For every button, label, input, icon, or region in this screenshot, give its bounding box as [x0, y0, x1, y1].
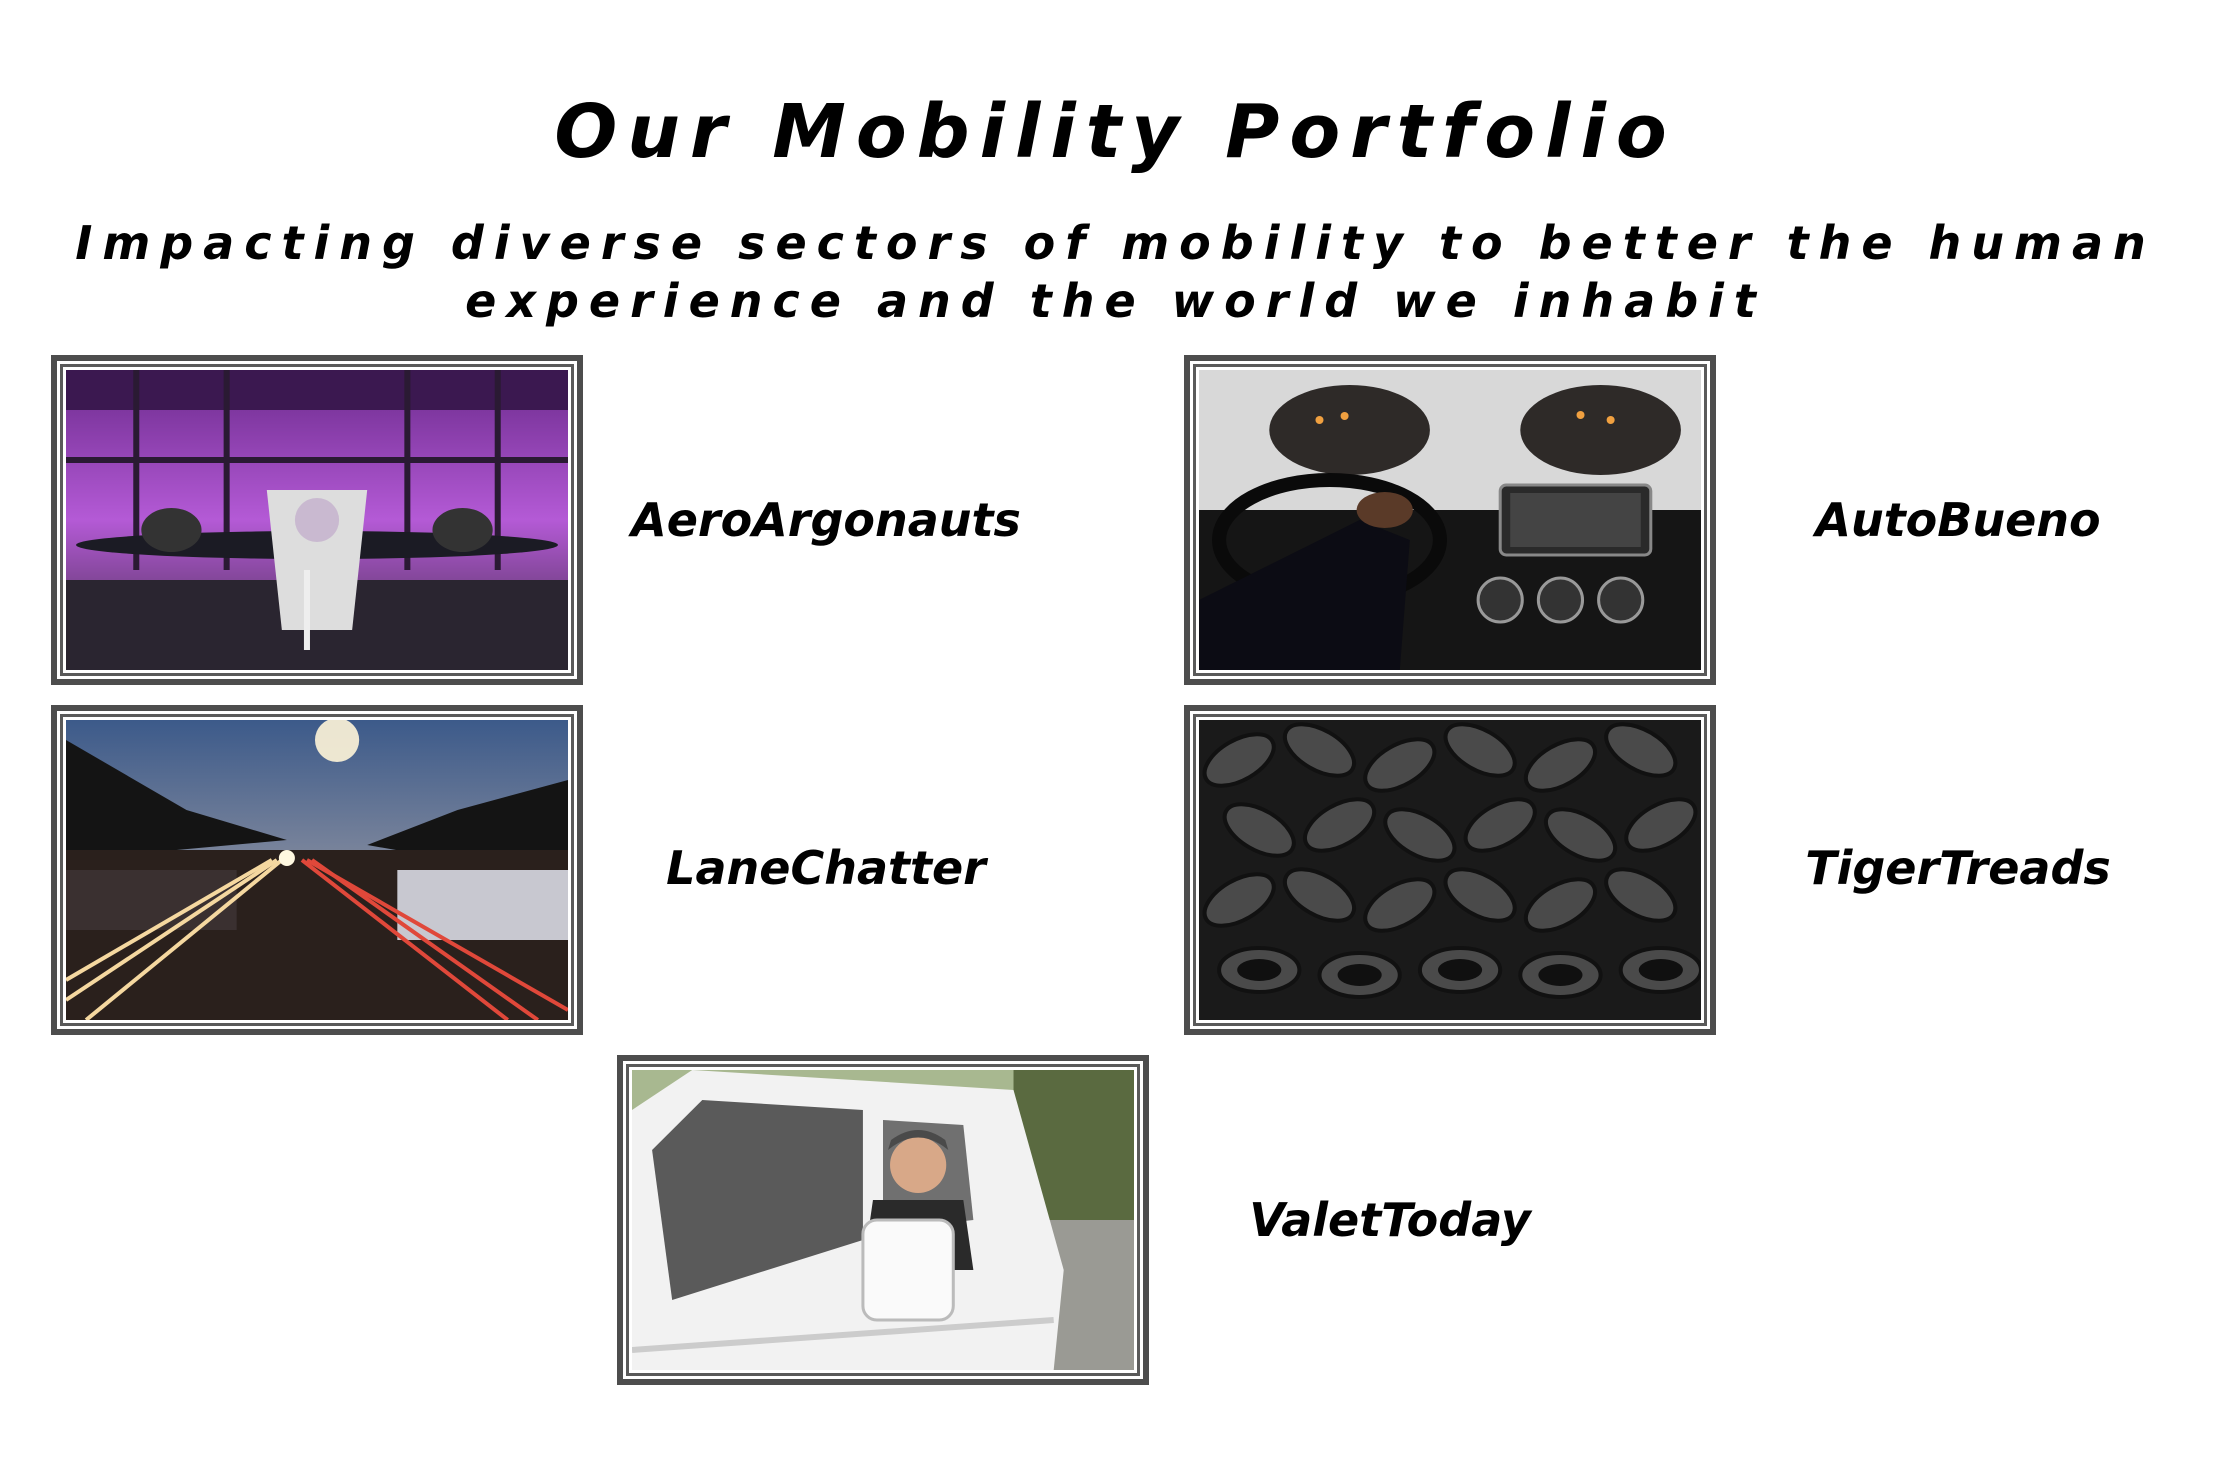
aeroargonauts-photo [51, 355, 583, 685]
tigertreads-photo [1184, 705, 1716, 1035]
van-driver-photo [632, 1070, 1134, 1370]
page-subtitle: Impacting diverse sectors of mobility to… [60, 214, 2171, 330]
valettoday-photo [617, 1055, 1149, 1385]
lanechatter-photo [51, 705, 583, 1035]
highway-light-trails-photo [66, 720, 568, 1020]
portfolio-name-tigertreads: TigerTreads [1805, 841, 2111, 895]
portfolio-name-valettoday: ValetToday [1249, 1193, 1531, 1247]
subtitle-line-2: experience and the world we inhabit [465, 274, 1766, 328]
tire-pile-photo [1199, 720, 1701, 1020]
airplane-hangar-photo [66, 370, 568, 670]
page-title: Our Mobility Portfolio [554, 89, 1677, 175]
portfolio-name-autobueno: AutoBueno [1815, 493, 2101, 547]
subtitle-line-1: Impacting diverse sectors of mobility to… [75, 216, 2156, 270]
car-dashboard-photo [1199, 370, 1701, 670]
portfolio-name-lanechatter: LaneChatter [666, 841, 986, 895]
portfolio-name-aeroargonauts: AeroArgonauts [631, 493, 1021, 547]
autobueno-photo [1184, 355, 1716, 685]
